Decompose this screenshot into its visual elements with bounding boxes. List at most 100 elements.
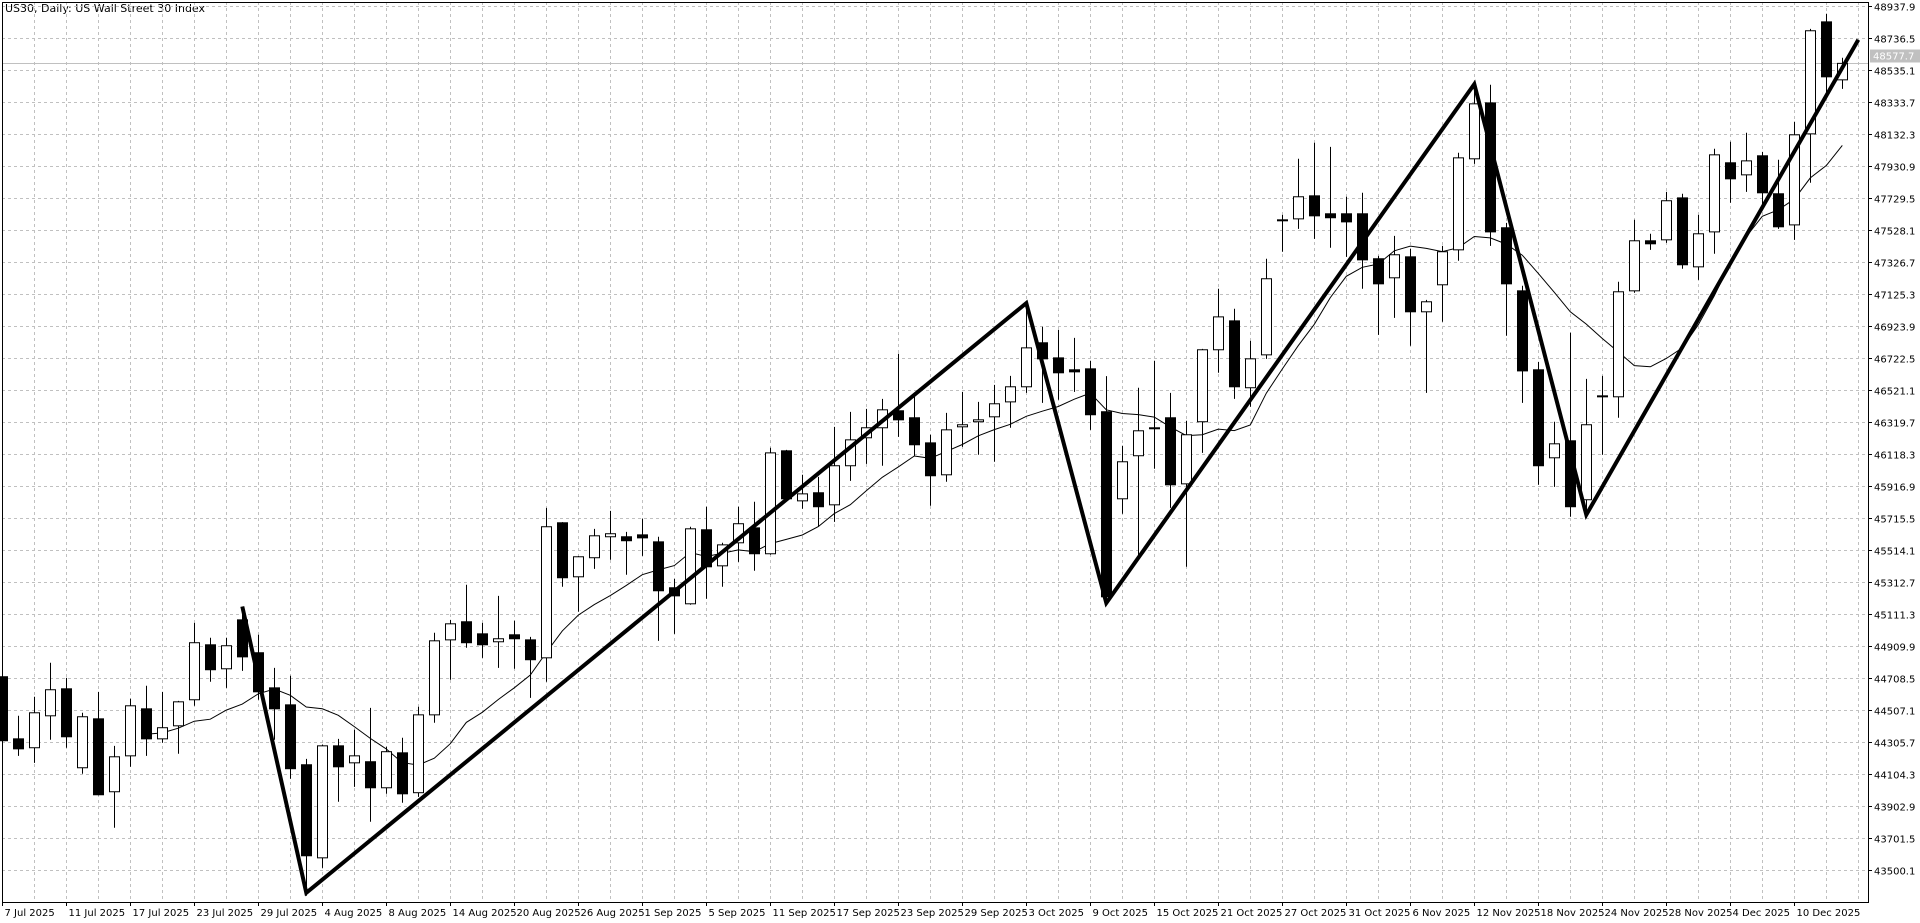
candle[interactable]	[813, 476, 824, 527]
candle[interactable]	[957, 391, 968, 447]
candle[interactable]	[301, 758, 312, 896]
candle[interactable]	[1453, 152, 1464, 261]
candle[interactable]	[285, 675, 296, 779]
candle[interactable]	[1549, 421, 1560, 487]
candle[interactable]	[1197, 348, 1208, 453]
candle[interactable]	[749, 501, 760, 571]
candle[interactable]	[1581, 378, 1592, 518]
candle[interactable]	[269, 667, 280, 740]
candle[interactable]	[973, 401, 984, 455]
candle[interactable]	[781, 449, 792, 501]
candle[interactable]	[1821, 13, 1832, 97]
candle[interactable]	[1165, 392, 1176, 508]
candle[interactable]	[0, 669, 8, 750]
candle[interactable]	[1229, 308, 1240, 399]
candle[interactable]	[1245, 340, 1256, 407]
candle[interactable]	[493, 595, 504, 668]
candle[interactable]	[1613, 281, 1624, 418]
candle[interactable]	[397, 737, 408, 803]
candle[interactable]	[1133, 387, 1144, 560]
candle[interactable]	[1437, 245, 1448, 322]
candle[interactable]	[1757, 151, 1768, 207]
candle[interactable]	[317, 744, 328, 868]
candle[interactable]	[1293, 158, 1304, 229]
candle[interactable]	[1629, 219, 1640, 293]
candle[interactable]	[1085, 360, 1096, 430]
candle[interactable]	[1597, 375, 1608, 455]
candle[interactable]	[45, 662, 56, 740]
candle[interactable]	[637, 518, 648, 556]
candle[interactable]	[701, 506, 712, 599]
candle[interactable]	[557, 522, 568, 587]
candle[interactable]	[525, 636, 536, 698]
candle[interactable]	[621, 531, 632, 575]
candle[interactable]	[77, 712, 88, 774]
candle[interactable]	[125, 698, 136, 767]
candle[interactable]	[1149, 360, 1160, 469]
candle[interactable]	[205, 637, 216, 682]
candle[interactable]	[1021, 302, 1032, 393]
candle[interactable]	[1261, 258, 1272, 359]
candle[interactable]	[509, 620, 520, 669]
candle[interactable]	[221, 637, 232, 688]
candle[interactable]	[1709, 148, 1720, 254]
candle[interactable]	[829, 426, 840, 522]
candle[interactable]	[1645, 233, 1656, 250]
candle[interactable]	[765, 447, 776, 555]
candle[interactable]	[1053, 329, 1064, 400]
candle[interactable]	[589, 528, 600, 569]
candle[interactable]	[1389, 235, 1400, 318]
candle[interactable]	[605, 510, 616, 560]
candle[interactable]	[141, 685, 152, 756]
candle[interactable]	[1517, 285, 1528, 403]
candle[interactable]	[653, 536, 664, 641]
candle[interactable]	[381, 746, 392, 794]
candle[interactable]	[1501, 222, 1512, 336]
candle[interactable]	[541, 507, 552, 682]
candle[interactable]	[445, 619, 456, 680]
candle[interactable]	[189, 622, 200, 706]
candle[interactable]	[1725, 141, 1736, 203]
candle[interactable]	[1789, 121, 1800, 240]
candle[interactable]	[1741, 132, 1752, 192]
candle[interactable]	[173, 700, 184, 754]
candle[interactable]	[573, 556, 584, 612]
candle[interactable]	[333, 738, 344, 802]
candle[interactable]	[349, 729, 360, 787]
candle[interactable]	[909, 396, 920, 456]
candle[interactable]	[1677, 193, 1688, 269]
candle[interactable]	[1005, 375, 1016, 428]
candle[interactable]	[877, 398, 888, 466]
candle[interactable]	[157, 691, 168, 743]
candle[interactable]	[941, 412, 952, 482]
candle[interactable]	[13, 715, 24, 756]
candle[interactable]	[1341, 196, 1352, 257]
candle[interactable]	[1277, 214, 1288, 252]
candle[interactable]	[1469, 81, 1480, 164]
candle[interactable]	[365, 707, 376, 822]
candle[interactable]	[989, 384, 1000, 462]
candle[interactable]	[1693, 214, 1704, 280]
candle[interactable]	[29, 696, 40, 763]
candle[interactable]	[1405, 248, 1416, 346]
candle[interactable]	[93, 691, 104, 796]
candle[interactable]	[429, 632, 440, 723]
candle[interactable]	[685, 526, 696, 605]
candle[interactable]	[413, 706, 424, 797]
candle[interactable]	[1181, 420, 1192, 567]
candle[interactable]	[1533, 361, 1544, 485]
candle[interactable]	[61, 677, 72, 748]
candle[interactable]	[797, 474, 808, 509]
candle[interactable]	[109, 745, 120, 828]
candle[interactable]	[1309, 142, 1320, 239]
candle[interactable]	[925, 434, 936, 506]
candle[interactable]	[461, 584, 472, 648]
candle[interactable]	[1661, 191, 1672, 243]
candle[interactable]	[1773, 159, 1784, 229]
candle[interactable]	[477, 622, 488, 658]
candle[interactable]	[1117, 445, 1128, 514]
candle[interactable]	[1421, 299, 1432, 393]
candle[interactable]	[1325, 146, 1336, 248]
candle[interactable]	[1373, 255, 1384, 335]
